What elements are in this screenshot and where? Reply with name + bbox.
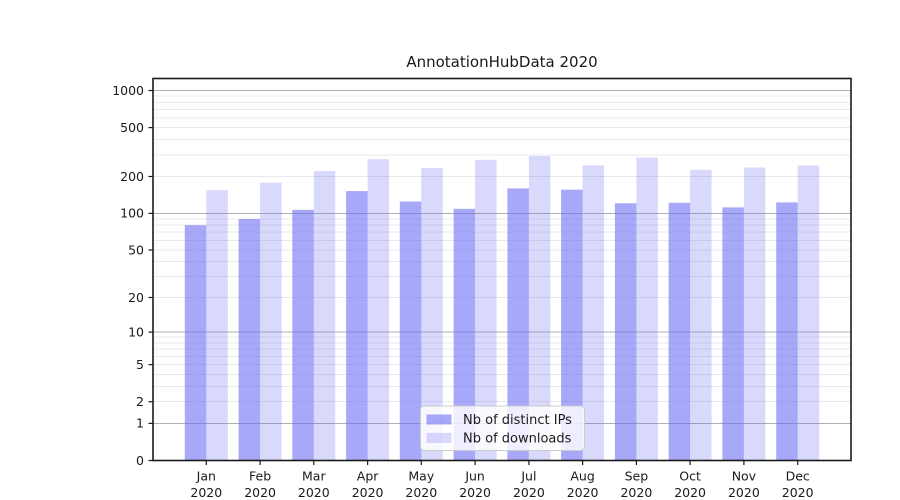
x-tick-label-month-6: Jul	[520, 469, 536, 484]
legend-label-downloads: Nb of downloads	[463, 431, 572, 446]
x-tick-label-year-9: 2020	[674, 485, 706, 500]
y-tick-label-50: 50	[128, 242, 144, 257]
bar-chart: 10005002001005020105210Jan2020Feb2020Mar…	[112, 53, 852, 500]
bar-downloads-0	[206, 190, 228, 461]
x-tick-label-year-4: 2020	[405, 485, 437, 500]
x-tick-label-month-4: May	[408, 469, 434, 484]
x-tick-label-month-5: Jun	[464, 469, 485, 484]
chart-figure: 1000 500 200 100 50 20 10 5 2 1 0 Jan 2020 Feb 2020 Mar…	[40, 16, 900, 500]
x-tick-label-year-8: 2020	[620, 485, 652, 500]
y-tick-label-1: 1	[136, 416, 144, 431]
bar-ips-4	[399, 201, 422, 461]
x-tick-label-year-2: 2020	[298, 485, 330, 500]
bar-downloads-3	[367, 159, 390, 461]
y-tick-label-20: 20	[128, 290, 144, 305]
bar-ips-9	[668, 202, 691, 461]
bar-downloads-8	[636, 157, 658, 461]
legend: Nb of distinct IPs Nb of downloads	[420, 405, 585, 451]
x-tick-label-month-1: Feb	[249, 469, 271, 484]
y-tick-label-100: 100	[120, 206, 144, 221]
bar-ips-2	[292, 209, 314, 461]
chart-title: AnnotationHubData 2020	[406, 53, 597, 71]
x-tick-label-year-7: 2020	[567, 485, 599, 500]
x-tick-label-year-6: 2020	[513, 485, 545, 500]
legend-swatch-ips	[426, 414, 452, 425]
x-tick-label-month-7: Aug	[570, 469, 594, 484]
bar-ips-8	[614, 203, 637, 461]
x-tick-label-year-0: 2020	[190, 485, 222, 500]
bar-downloads-10	[743, 167, 766, 461]
legend-swatch-downloads	[426, 432, 452, 443]
bars-layer	[184, 156, 820, 461]
y-tick-label-200: 200	[120, 169, 144, 184]
x-tick-label-year-5: 2020	[459, 485, 491, 500]
bar-ips-11	[776, 202, 798, 461]
x-tick-label-month-8: Sep	[625, 469, 649, 484]
x-tick-label-month-3: Apr	[357, 469, 379, 484]
bar-downloads-2	[313, 171, 336, 461]
bar-downloads-7	[582, 165, 605, 461]
bar-ips-5	[453, 208, 476, 461]
bar-ips-7	[561, 189, 583, 461]
bar-ips-10	[722, 207, 744, 461]
x-tick-label-year-11: 2020	[782, 485, 814, 500]
y-tick-label-1000: 1000	[112, 83, 144, 98]
bar-downloads-5	[475, 159, 497, 461]
bar-downloads-1	[260, 182, 282, 461]
x-tick-label-month-9: Oct	[679, 469, 701, 484]
x-tick-label-year-3: 2020	[352, 485, 384, 500]
x-tick-label-year-1: 2020	[244, 485, 276, 500]
legend-label-ips: Nb of distinct IPs	[463, 413, 572, 428]
y-tick-label-5: 5	[136, 357, 144, 372]
bar-ips-1	[238, 219, 261, 461]
y-tick-label-500: 500	[120, 120, 144, 135]
x-tick-label-month-0: Jan	[196, 469, 216, 484]
x-tick-label-year-10: 2020	[728, 485, 760, 500]
bar-ips-3	[346, 191, 368, 461]
y-tick-label-0: 0	[136, 453, 144, 468]
bar-downloads-11	[797, 165, 820, 461]
bar-ips-6	[507, 188, 529, 461]
bar-downloads-6	[528, 156, 551, 461]
y-tick-label-2: 2	[136, 394, 144, 409]
legend-box	[420, 405, 585, 451]
bar-downloads-4	[421, 167, 443, 461]
bar-ips-0	[184, 225, 207, 461]
bar-downloads-9	[690, 169, 712, 461]
y-tick-label-10: 10	[128, 324, 144, 339]
x-tick-label-month-10: Nov	[732, 469, 757, 484]
x-tick-label-month-2: Mar	[302, 469, 326, 484]
plot-border	[152, 77, 852, 462]
axes-layer: 10005002001005020105210Jan2020Feb2020Mar…	[112, 77, 852, 500]
x-tick-label-month-11: Dec	[786, 469, 810, 484]
